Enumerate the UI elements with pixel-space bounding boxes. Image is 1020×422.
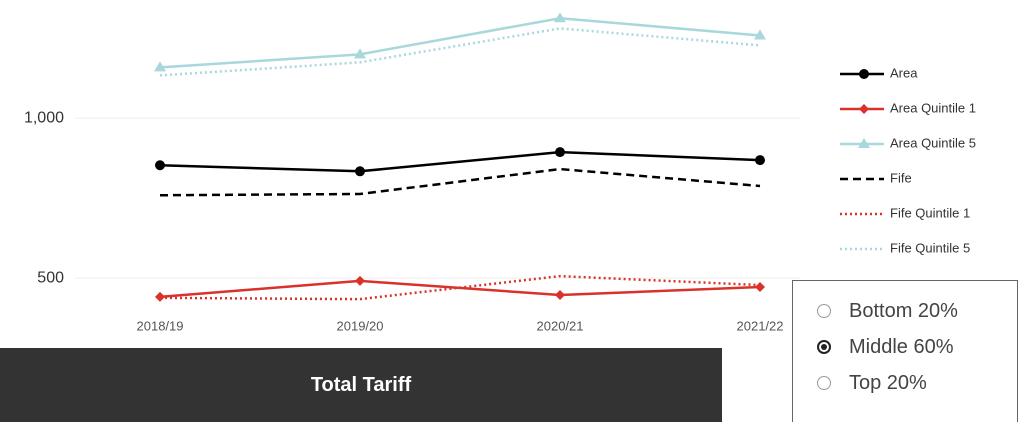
x-tick-label: 2018/19 bbox=[137, 318, 184, 333]
radio-option[interactable]: Bottom 20% bbox=[793, 293, 1017, 329]
y-tick-label: 1,000 bbox=[24, 109, 64, 126]
radio-option[interactable]: Top 20% bbox=[793, 365, 1017, 401]
point bbox=[555, 147, 565, 158]
y-tick-label: 500 bbox=[37, 269, 64, 286]
legend-label: Area bbox=[890, 65, 918, 80]
point bbox=[755, 281, 765, 292]
point bbox=[858, 138, 870, 148]
radio-label: Bottom 20% bbox=[849, 299, 958, 322]
radio-button[interactable] bbox=[817, 304, 831, 318]
radio-button[interactable] bbox=[817, 340, 831, 354]
x-tick-label: 2021/22 bbox=[737, 318, 784, 333]
x-tick-label: 2019/20 bbox=[337, 318, 384, 333]
panel-title: Total Tariff bbox=[310, 373, 412, 396]
series-line bbox=[159, 274, 761, 301]
point bbox=[355, 275, 365, 286]
radio-option[interactable]: Middle 60% bbox=[793, 329, 1017, 365]
point bbox=[354, 48, 366, 59]
point bbox=[859, 69, 869, 79]
point bbox=[355, 166, 365, 177]
series-line bbox=[159, 150, 761, 173]
point bbox=[554, 12, 566, 23]
series-line bbox=[159, 16, 761, 69]
radio-label: Middle 60% bbox=[849, 335, 954, 358]
point bbox=[754, 29, 766, 40]
point bbox=[555, 289, 565, 300]
point bbox=[154, 61, 166, 72]
legend-label: Area Quintile 5 bbox=[890, 135, 976, 150]
radio-button[interactable] bbox=[817, 376, 831, 390]
point bbox=[155, 160, 165, 171]
x-tick-label: 2020/21 bbox=[537, 318, 584, 333]
point bbox=[155, 291, 165, 302]
legend-label: Fife bbox=[890, 170, 912, 185]
series-line bbox=[159, 167, 761, 197]
legend-label: Fife Quintile 1 bbox=[890, 205, 970, 220]
point bbox=[859, 104, 869, 114]
series-line bbox=[159, 27, 761, 77]
series-line bbox=[159, 279, 761, 299]
radio-label: Top 20% bbox=[849, 371, 927, 394]
legend-label: Fife Quintile 5 bbox=[890, 240, 970, 255]
point bbox=[755, 155, 765, 166]
legend-label: Area Quintile 1 bbox=[890, 100, 976, 115]
panel-header: Total Tariff bbox=[0, 348, 722, 422]
radio-filter: Bottom 20% Middle 60% Top 20% bbox=[792, 280, 1018, 422]
